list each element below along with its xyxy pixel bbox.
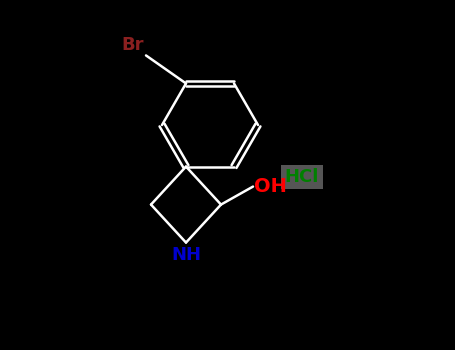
FancyBboxPatch shape — [281, 164, 323, 189]
Text: NH: NH — [171, 246, 201, 264]
Text: HCl: HCl — [285, 168, 319, 186]
Text: Br: Br — [121, 36, 144, 55]
Text: OH: OH — [254, 177, 287, 196]
